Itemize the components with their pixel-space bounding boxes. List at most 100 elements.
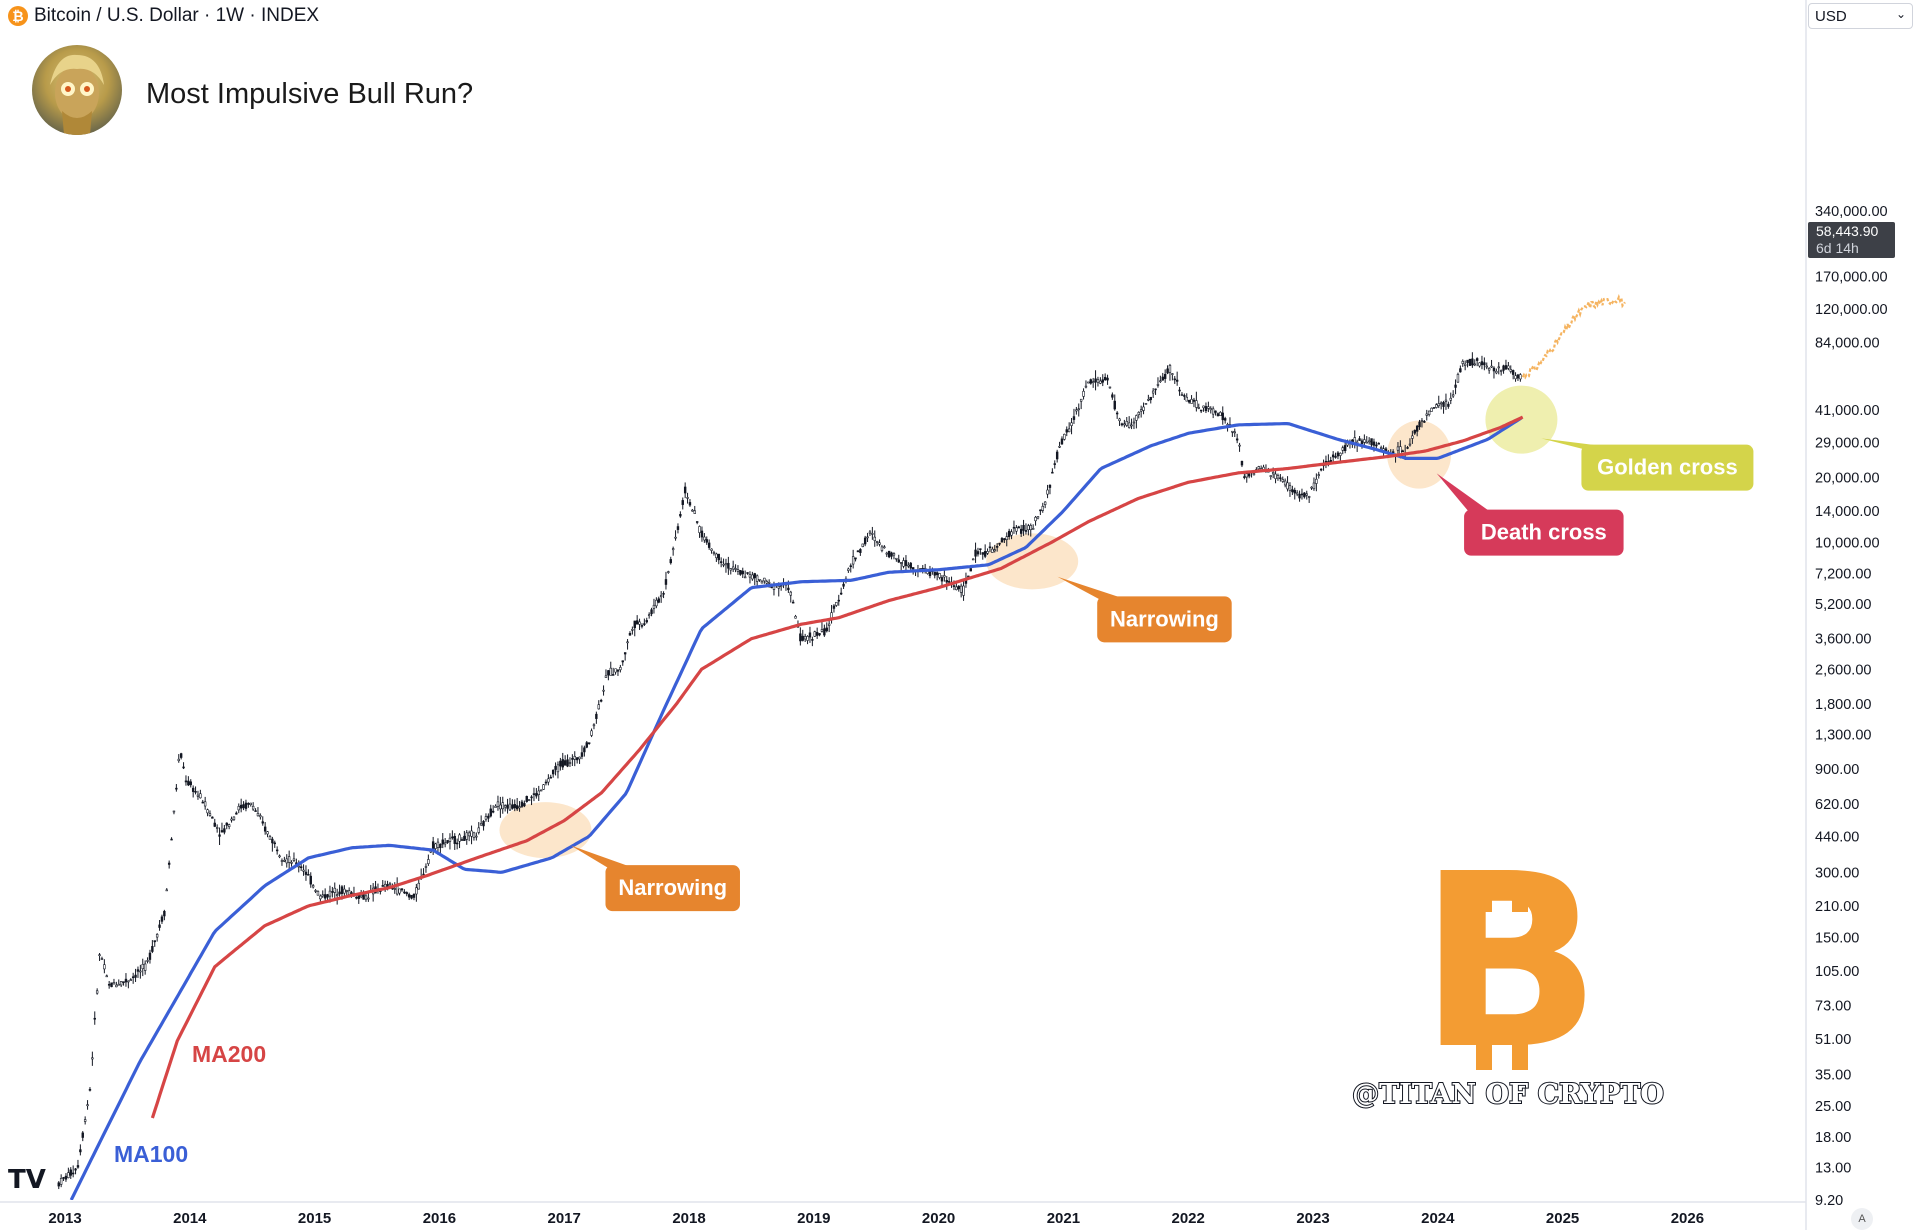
candle-body [163, 910, 166, 917]
y-tick-label: 105.00 [1815, 964, 1859, 980]
y-tick-label: 29,000.00 [1815, 436, 1880, 452]
candle-body [585, 742, 588, 748]
callout-pointer [570, 845, 632, 872]
candle-body [74, 1168, 77, 1171]
candle-body [475, 835, 478, 838]
candle-body [383, 883, 387, 888]
candle-body [878, 542, 881, 545]
candle-body [1499, 370, 1503, 372]
candle-body [823, 628, 826, 636]
candle-body [1190, 399, 1193, 404]
candle-body [218, 834, 221, 837]
candle-body [1365, 441, 1368, 444]
candle-body [1271, 472, 1275, 475]
tradingview-logo-icon[interactable]: TV [8, 1165, 46, 1195]
candle-body [1012, 526, 1016, 529]
candle-body [945, 579, 948, 583]
candle-body [107, 983, 111, 986]
y-tick-label: 10,000.00 [1815, 536, 1880, 552]
candle-body [537, 790, 540, 795]
candle-body [343, 888, 346, 894]
callout-box [605, 865, 740, 912]
candle-body [448, 837, 452, 842]
candle-body [1514, 375, 1517, 380]
candle-body [1233, 431, 1236, 434]
candle-body [1485, 365, 1488, 368]
candle-body [527, 799, 531, 801]
candle-body [62, 1177, 65, 1179]
candle-body [1161, 376, 1164, 381]
symbol-header[interactable]: ₿ Bitcoin / U.S. Dollar · 1W · INDEX [8, 4, 319, 28]
candle-body [940, 577, 944, 582]
candle-body [206, 809, 209, 814]
candle-body [251, 805, 255, 810]
bitcoin-logo-bar-top-right [1512, 882, 1528, 912]
candle-body [1087, 381, 1090, 384]
candle-body [362, 894, 365, 900]
candle-body [907, 564, 910, 567]
candle-body [1411, 435, 1414, 439]
candle-body [407, 894, 411, 898]
candle-body [633, 620, 636, 629]
candle-body [275, 849, 279, 852]
candle-body [1269, 475, 1272, 477]
candle-body [1257, 466, 1260, 470]
candle-body [1245, 473, 1248, 478]
candle-body [148, 952, 152, 960]
current-price-value: 58,443.90 [1816, 223, 1878, 239]
candle-body [1303, 492, 1306, 498]
candle-body [1048, 484, 1052, 488]
candle-body [1211, 408, 1215, 415]
candle-body [880, 546, 884, 551]
candle-body [638, 621, 641, 625]
candle-body [616, 669, 620, 672]
author-avatar[interactable] [32, 45, 122, 135]
candle-body [813, 631, 816, 637]
candle-body [674, 536, 677, 539]
candle-body [1125, 421, 1128, 426]
candle-body [335, 894, 339, 896]
candle-body [103, 964, 106, 970]
candle-body [676, 526, 680, 530]
candle-body [789, 591, 792, 596]
candle-body [172, 810, 176, 813]
candle-body [175, 787, 178, 790]
candle-body [986, 551, 989, 554]
candle-body [1281, 479, 1284, 482]
candle-body [578, 756, 581, 760]
candle-body [86, 1104, 89, 1107]
candle-body [119, 981, 123, 986]
candle-body [1497, 366, 1500, 369]
candle-body [614, 668, 617, 673]
candle-body [681, 500, 684, 505]
bar-countdown: 6d 14h [1816, 240, 1859, 256]
candle-body [1461, 361, 1464, 364]
projection-line [1521, 294, 1626, 380]
candle-body [491, 810, 495, 813]
auto-scale-button[interactable]: A [1851, 1208, 1873, 1230]
candle-body [503, 805, 507, 808]
candle-body [988, 546, 992, 549]
candle-body [767, 581, 771, 584]
candle-body [623, 652, 627, 655]
candle-body [1017, 526, 1020, 529]
annotation-callouts: Narrowing Narrowing Death cross Golden cros… [570, 438, 1754, 912]
candle-body [453, 835, 456, 844]
candle-body [515, 805, 519, 810]
candle-body [455, 842, 459, 845]
candle-body [991, 548, 994, 553]
candle-body [57, 1182, 60, 1187]
callout-label: Golden cross [1597, 455, 1738, 480]
candle-body [1219, 412, 1222, 416]
currency-select[interactable]: USD ⌄ [1808, 3, 1913, 29]
candle-body [938, 573, 941, 578]
candle-body [883, 546, 886, 549]
candle-body [110, 982, 113, 988]
candle-body [866, 536, 869, 539]
candle-body [249, 802, 252, 806]
ma200-label: MA200 [192, 1041, 266, 1067]
candle-body [1295, 492, 1299, 495]
candle-body [1372, 441, 1376, 446]
candle-body [1454, 384, 1457, 388]
